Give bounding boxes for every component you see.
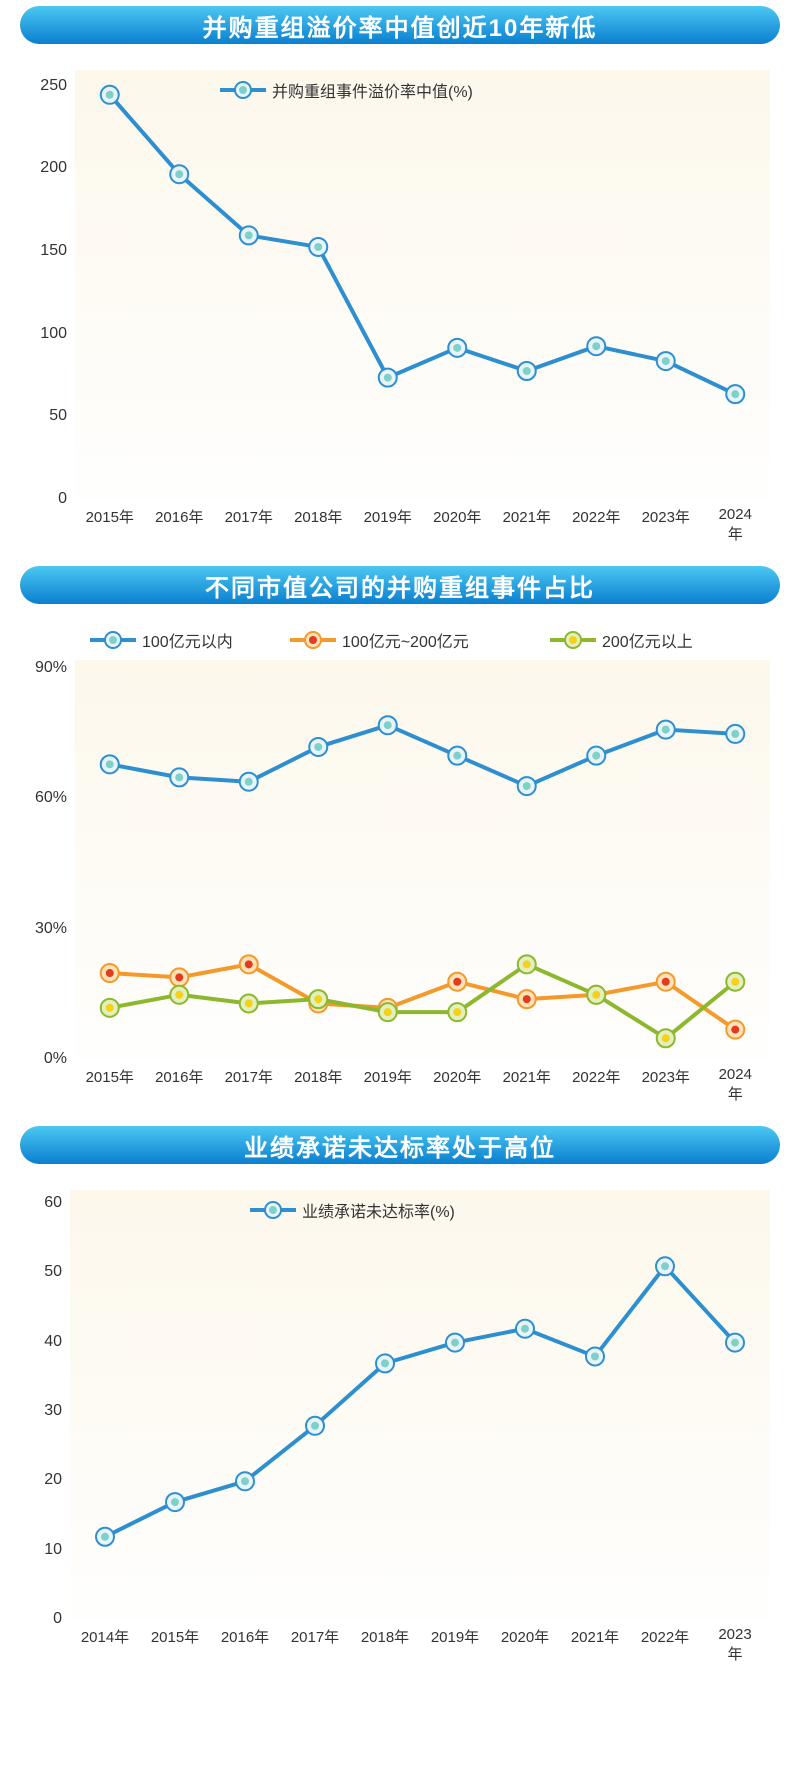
- marker-inner: [106, 969, 114, 977]
- marker-inner: [453, 344, 461, 352]
- marker-inner: [662, 726, 670, 734]
- chart3-area: 01020304050602014年2015年2016年2017年2018年20…: [20, 1180, 780, 1660]
- marker-inner: [453, 978, 461, 986]
- legend-swatch: [250, 1200, 296, 1220]
- marker-inner: [451, 1339, 459, 1347]
- marker-inner: [592, 752, 600, 760]
- marker-inner: [731, 730, 739, 738]
- chart1-area: 0501001502002502015年2016年2017年2018年2019年…: [20, 60, 780, 540]
- marker-inner: [523, 995, 531, 1003]
- series-line: [105, 1266, 735, 1536]
- legend: 业绩承诺未达标率(%): [250, 1198, 455, 1222]
- marker-inner: [523, 367, 531, 375]
- chart3-title-bar: 业绩承诺未达标率处于高位: [20, 1120, 780, 1170]
- legend-label: 100亿元~200亿元: [342, 628, 469, 652]
- series-line: [110, 964, 736, 1038]
- chart2-area: 0%30%60%90%2015年2016年2017年2018年2019年2020…: [20, 620, 780, 1100]
- legend-swatch: [90, 630, 136, 650]
- legend-label: 100亿元以内: [142, 628, 233, 652]
- marker-inner: [384, 374, 392, 382]
- marker-inner: [731, 1339, 739, 1347]
- chart3-title-pill: 业绩承诺未达标率处于高位: [20, 1126, 780, 1164]
- series-line: [110, 95, 736, 394]
- chart2-title-bar: 不同市值公司的并购重组事件占比: [20, 560, 780, 610]
- legend-swatch: [220, 80, 266, 100]
- x-tick-label: 2024年: [713, 1066, 758, 1104]
- legend-swatch: [290, 630, 336, 650]
- marker-inner: [661, 1262, 669, 1270]
- marker-inner: [453, 752, 461, 760]
- marker-inner: [453, 1008, 461, 1016]
- chart3-panel: 业绩承诺未达标率处于高位 01020304050602014年2015年2016…: [0, 1120, 800, 1660]
- chart-svg: [20, 620, 790, 1070]
- marker-inner: [521, 1325, 529, 1333]
- marker-inner: [106, 91, 114, 99]
- x-tick-label: 2023年: [713, 1626, 758, 1664]
- marker-inner: [591, 1352, 599, 1360]
- marker-inner: [523, 960, 531, 968]
- marker-inner: [314, 995, 322, 1003]
- marker-inner: [175, 170, 183, 178]
- marker-inner: [175, 773, 183, 781]
- marker-inner: [314, 743, 322, 751]
- marker-inner: [171, 1498, 179, 1506]
- chart1-title-bar: 并购重组溢价率中值创近10年新低: [20, 0, 780, 50]
- marker-inner: [101, 1533, 109, 1541]
- series-line: [110, 725, 736, 786]
- x-tick-label: 2024年: [713, 506, 758, 544]
- marker-inner: [245, 999, 253, 1007]
- marker-inner: [241, 1477, 249, 1485]
- chart1-title: 并购重组溢价率中值创近10年新低: [203, 8, 598, 43]
- marker-inner: [245, 778, 253, 786]
- legend: 并购重组事件溢价率中值(%): [220, 78, 473, 102]
- legend: 100亿元以内: [90, 628, 233, 652]
- marker-inner: [523, 782, 531, 790]
- marker-inner: [175, 973, 183, 981]
- legend-swatch: [550, 630, 596, 650]
- marker-inner: [731, 1026, 739, 1034]
- marker-inner: [106, 760, 114, 768]
- marker-inner: [314, 243, 322, 251]
- marker-inner: [662, 1034, 670, 1042]
- legend: 100亿元~200亿元: [290, 628, 469, 652]
- chart3-title: 业绩承诺未达标率处于高位: [244, 1128, 556, 1163]
- marker-inner: [592, 342, 600, 350]
- marker-inner: [662, 978, 670, 986]
- legend-label: 并购重组事件溢价率中值(%): [272, 78, 473, 102]
- marker-inner: [662, 357, 670, 365]
- legend-label: 200亿元以上: [602, 628, 693, 652]
- marker-inner: [175, 991, 183, 999]
- chart2-panel: 不同市值公司的并购重组事件占比 0%30%60%90%2015年2016年201…: [0, 560, 800, 1100]
- marker-inner: [384, 1008, 392, 1016]
- marker-inner: [106, 1004, 114, 1012]
- marker-inner: [731, 390, 739, 398]
- marker-inner: [245, 960, 253, 968]
- marker-inner: [245, 231, 253, 239]
- chart2-title-pill: 不同市值公司的并购重组事件占比: [20, 566, 780, 604]
- marker-inner: [731, 978, 739, 986]
- chart1-panel: 并购重组溢价率中值创近10年新低 0501001502002502015年201…: [0, 0, 800, 540]
- legend: 200亿元以上: [550, 628, 693, 652]
- chart2-title: 不同市值公司的并购重组事件占比: [205, 568, 595, 603]
- legend-label: 业绩承诺未达标率(%): [302, 1198, 455, 1222]
- chart-svg: [20, 1180, 790, 1630]
- marker-inner: [381, 1359, 389, 1367]
- chart1-title-pill: 并购重组溢价率中值创近10年新低: [20, 6, 780, 44]
- marker-inner: [592, 991, 600, 999]
- marker-inner: [384, 721, 392, 729]
- marker-inner: [311, 1422, 319, 1430]
- chart-svg: [20, 60, 790, 510]
